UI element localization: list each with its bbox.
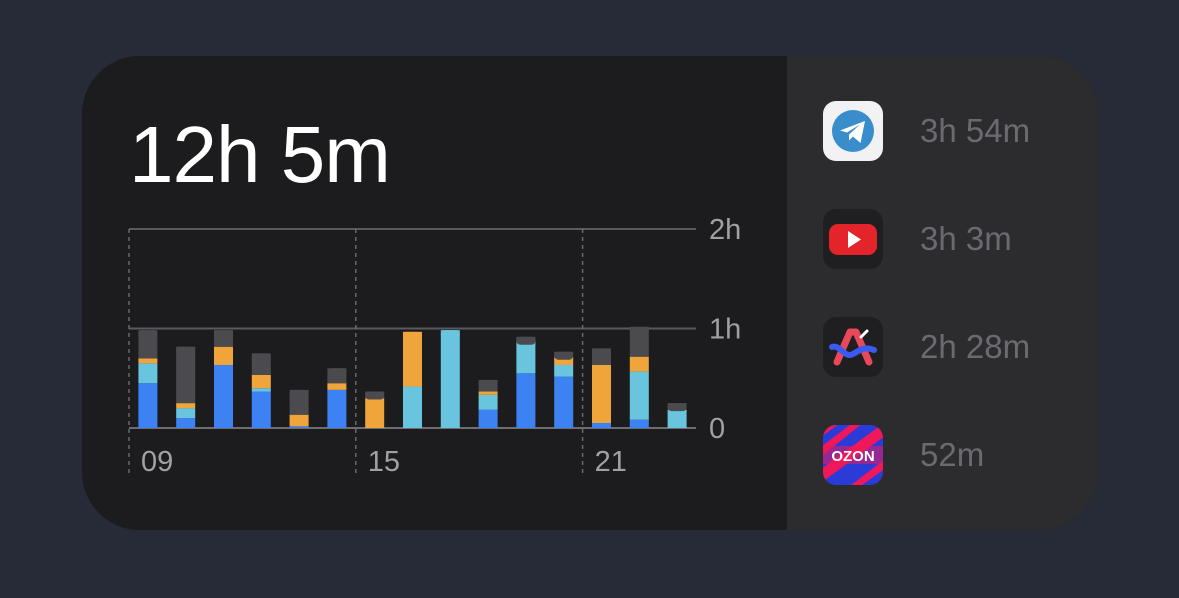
bar-cap (138, 330, 158, 339)
bar-segment-blue (251, 391, 271, 428)
bar-segment-orange (214, 346, 233, 365)
bar-segment-cyan (138, 363, 158, 384)
daily-usage-chart: 2h 1h 0 09 15 21 (128, 214, 741, 478)
app-row-telegram[interactable]: 3h 54m (823, 101, 1083, 161)
bar-segment-cyan (667, 409, 687, 428)
bar-cap (629, 326, 649, 335)
x-date-label: 09 (141, 446, 173, 478)
bar-cap (289, 389, 309, 398)
day-bar (592, 348, 611, 428)
usage-chart-panel: 12h 5m 2h 1h 0 09 15 21 (82, 56, 787, 530)
bar-segment-orange (365, 398, 385, 428)
bar-segment-blue (629, 419, 649, 428)
bar-segment-blue (516, 373, 536, 428)
bar-segment-blue (214, 364, 233, 428)
day-bar (251, 353, 271, 428)
x-date-label: 21 (595, 446, 627, 478)
bar-segment-orange (251, 374, 271, 389)
bar-segment-orange (327, 383, 347, 390)
day-bar (440, 330, 460, 428)
app-time: 52m (920, 436, 985, 473)
bar-segment-cyan (478, 394, 498, 410)
bar-segment-orange (176, 403, 196, 409)
day-bar (667, 403, 687, 428)
app-time: 2h 28m (920, 328, 1031, 365)
bar-cap (214, 330, 233, 339)
bar-segment-orange (289, 414, 309, 427)
bar-segment-orange (592, 364, 611, 424)
total-screen-time: 12h 5m (129, 110, 391, 199)
y-tick-label: 2h (709, 214, 741, 246)
ozon-icon: OZON (823, 425, 883, 485)
bar-cap (667, 403, 687, 412)
bar-cap (440, 330, 460, 339)
bar-segment-orange (478, 391, 498, 395)
bar-cap (516, 336, 536, 345)
app-time: 3h 54m (920, 112, 1031, 149)
bar-segment-orange (138, 358, 158, 364)
bar-segment-cyan (251, 388, 271, 392)
day-bar (176, 346, 196, 428)
bar-segment-blue (138, 383, 158, 428)
bar-cap (327, 368, 347, 377)
day-bar (516, 336, 536, 428)
youtube-icon (823, 209, 883, 269)
bar-segment-orange (629, 356, 649, 372)
bar-cap (478, 379, 498, 388)
x-date-label: 15 (368, 446, 400, 478)
bar-segment-blue (176, 418, 196, 428)
bar-segment-cyan (516, 340, 536, 374)
screen-time-widget[interactable]: 12h 5m 2h 1h 0 09 15 21 3h 54m 3h 3m (82, 56, 1098, 530)
bar-segment-orange (554, 356, 574, 365)
day-bar (365, 391, 385, 428)
y-tick-label: 0 (709, 413, 725, 445)
app-row-youtube[interactable]: 3h 3m (823, 209, 1083, 269)
day-bar (214, 330, 233, 428)
app-row-a-app[interactable]: 2h 28m (823, 317, 1083, 377)
y-tick-label: 1h (709, 314, 741, 346)
bar-segment-cyan (176, 408, 196, 419)
day-bar (327, 368, 347, 428)
bar-cap (554, 351, 574, 360)
bar-segment-cyan (554, 364, 574, 377)
bar-segment-gray (176, 346, 196, 404)
telegram-icon (823, 101, 883, 161)
bar-segment-cyan (403, 386, 422, 428)
bar-segment-blue (554, 376, 574, 428)
ozon-logo-text: OZON (831, 448, 874, 465)
bar-segment-blue (592, 423, 611, 428)
bar-segment-blue (478, 409, 498, 428)
bar-cap (365, 391, 385, 400)
day-bar (289, 389, 309, 428)
top-apps-panel: 3h 54m 3h 3m 2h 28m (787, 56, 1098, 530)
day-bar (629, 326, 649, 428)
bar-cap (176, 346, 196, 355)
bar-cap (251, 353, 271, 362)
bar-segment-cyan (440, 330, 460, 428)
day-bar (138, 330, 158, 428)
day-bar (478, 379, 498, 428)
day-bar (554, 351, 574, 428)
bar-cap (592, 348, 611, 357)
app-time: 3h 3m (920, 220, 1012, 257)
bar-segment-blue (327, 389, 347, 428)
bar-segment-cyan (629, 371, 649, 420)
app-row-ozon[interactable]: OZON 52m (823, 425, 1083, 485)
bar-segment-orange (403, 331, 422, 387)
day-bar (403, 331, 422, 428)
bar-cap (403, 331, 422, 340)
bar-segment-blue (289, 426, 309, 428)
a-letter-app-icon (823, 317, 883, 377)
